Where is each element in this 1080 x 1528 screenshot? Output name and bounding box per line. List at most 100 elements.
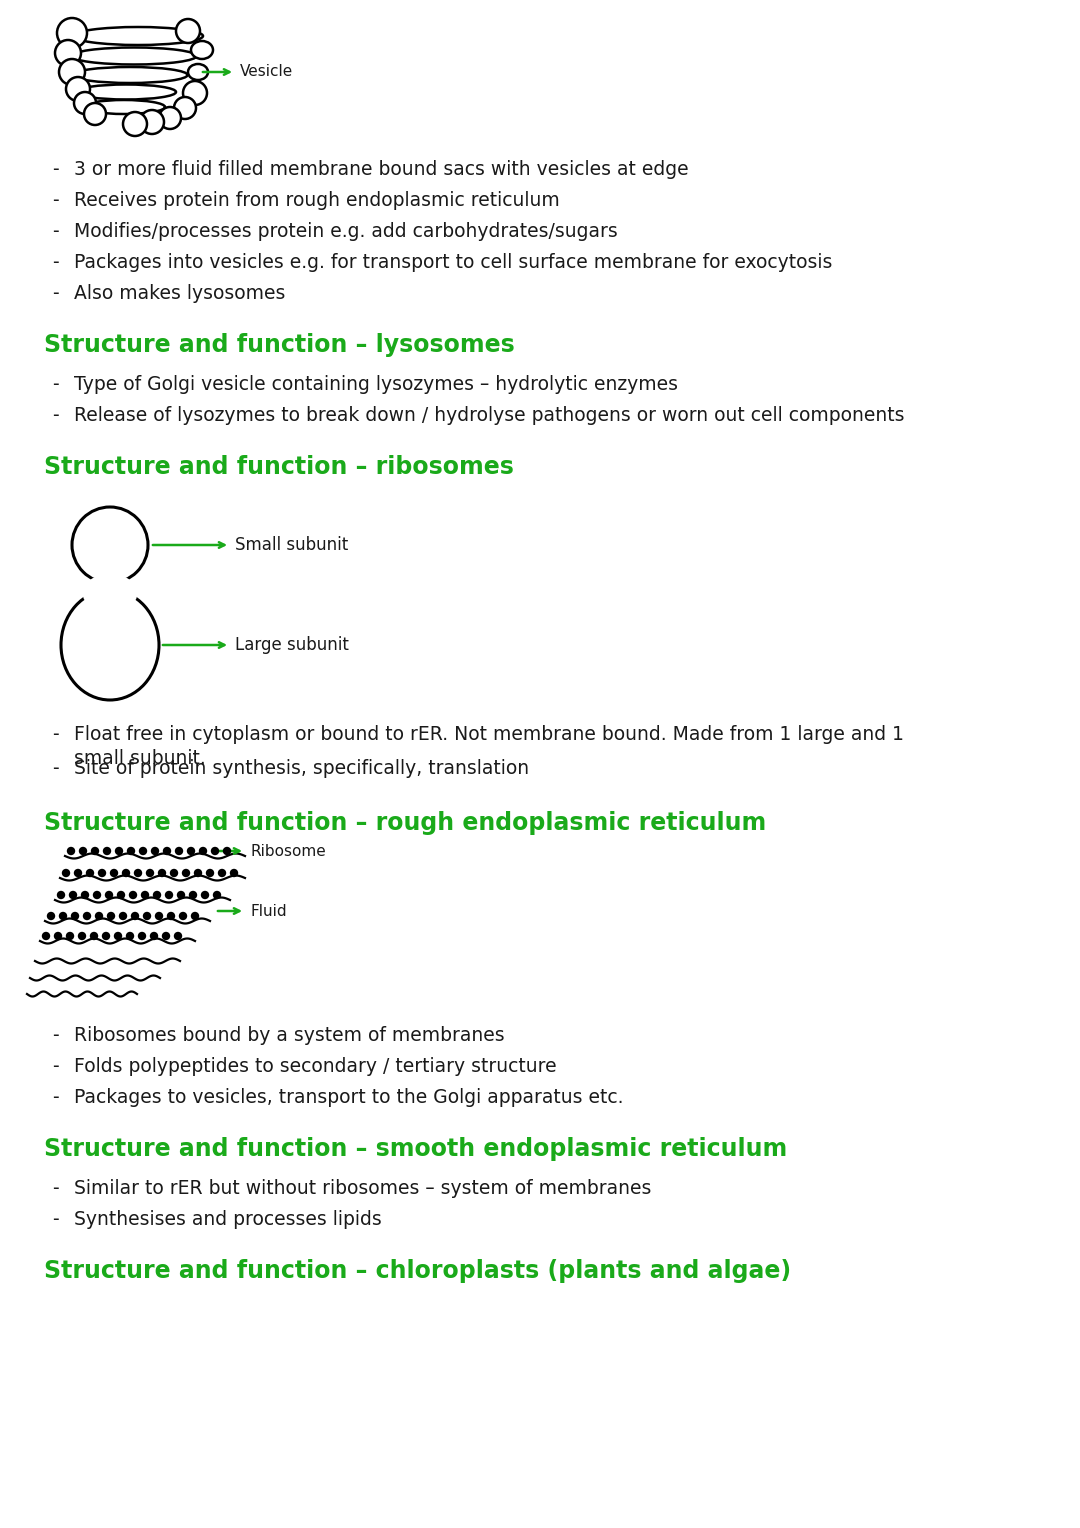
Text: Receives protein from rough endoplasmic reticulum: Receives protein from rough endoplasmic … [75,191,559,209]
Circle shape [206,869,214,877]
Circle shape [174,96,195,119]
Circle shape [48,912,54,920]
Circle shape [63,869,69,877]
Circle shape [188,848,194,854]
Text: Ribosomes bound by a system of membranes: Ribosomes bound by a system of membranes [75,1025,504,1045]
Circle shape [95,912,103,920]
Text: Release of lysozymes to break down / hydrolyse pathogens or worn out cell compon: Release of lysozymes to break down / hyd… [75,406,905,425]
Circle shape [103,932,109,940]
Text: -: - [52,254,58,272]
Text: Vesicle: Vesicle [240,64,294,79]
Text: 3 or more fluid filled membrane bound sacs with vesicles at edge: 3 or more fluid filled membrane bound sa… [75,160,689,179]
Circle shape [141,891,149,898]
Text: Also makes lysosomes: Also makes lysosomes [75,284,285,303]
Circle shape [72,507,148,584]
Circle shape [183,81,207,105]
Circle shape [135,869,141,877]
Ellipse shape [188,64,208,79]
Text: Fluid: Fluid [249,903,286,918]
Ellipse shape [73,28,203,44]
Circle shape [194,869,202,877]
Circle shape [67,848,75,854]
Circle shape [94,891,100,898]
Circle shape [132,912,138,920]
Text: Packages to vesicles, transport to the Golgi apparatus etc.: Packages to vesicles, transport to the G… [75,1088,623,1106]
Circle shape [110,869,118,877]
Text: -: - [52,724,58,744]
Circle shape [177,891,185,898]
Circle shape [147,869,153,877]
Circle shape [92,848,98,854]
Ellipse shape [82,575,137,613]
Text: Structure and function – rough endoplasmic reticulum: Structure and function – rough endoplasm… [44,811,766,834]
Text: -: - [52,160,58,179]
Ellipse shape [71,47,197,64]
Circle shape [80,848,86,854]
Text: Modifies/processes protein e.g. add carbohydrates/sugars: Modifies/processes protein e.g. add carb… [75,222,618,241]
Circle shape [202,891,208,898]
Circle shape [159,869,165,877]
Text: -: - [52,1057,58,1076]
Text: -: - [52,222,58,241]
Circle shape [171,869,177,877]
Ellipse shape [72,67,188,83]
Circle shape [218,869,226,877]
Circle shape [118,891,124,898]
Text: -: - [52,191,58,209]
Circle shape [163,848,171,854]
Circle shape [98,869,106,877]
Text: -: - [52,284,58,303]
Text: Structure and function – ribosomes: Structure and function – ribosomes [44,455,514,478]
Circle shape [86,869,94,877]
Text: Ribosome: Ribosome [249,843,326,859]
Text: -: - [52,374,58,394]
Circle shape [176,18,200,43]
Circle shape [179,912,187,920]
Circle shape [183,869,189,877]
Text: Float free in cytoplasm or bound to rER. Not membrane bound. Made from 1 large a: Float free in cytoplasm or bound to rER.… [75,724,904,767]
Circle shape [114,932,121,940]
Text: Folds polypeptides to secondary / tertiary structure: Folds polypeptides to secondary / tertia… [75,1057,556,1076]
Ellipse shape [191,41,213,60]
Text: Synthesises and processes lipids: Synthesises and processes lipids [75,1210,381,1229]
Text: -: - [52,1025,58,1045]
Circle shape [75,869,81,877]
Circle shape [189,891,197,898]
Circle shape [126,932,134,940]
Circle shape [138,932,146,940]
Circle shape [167,912,175,920]
Circle shape [106,891,112,898]
Circle shape [108,912,114,920]
Circle shape [127,848,135,854]
Circle shape [59,60,85,86]
Circle shape [54,932,62,940]
Circle shape [104,848,110,854]
Text: Similar to rER but without ribosomes – system of membranes: Similar to rER but without ribosomes – s… [75,1180,651,1198]
Circle shape [200,848,206,854]
Text: -: - [52,1088,58,1106]
Circle shape [212,848,218,854]
Circle shape [83,912,91,920]
Circle shape [139,848,147,854]
Text: Structure and function – smooth endoplasmic reticulum: Structure and function – smooth endoplas… [44,1137,787,1161]
Circle shape [175,848,183,854]
Circle shape [159,107,181,128]
Text: Packages into vesicles e.g. for transport to cell surface membrane for exocytosi: Packages into vesicles e.g. for transpor… [75,254,833,272]
Circle shape [130,891,136,898]
Circle shape [123,112,147,136]
Circle shape [57,18,87,47]
Circle shape [140,110,164,134]
Circle shape [151,848,159,854]
Circle shape [165,891,173,898]
Circle shape [230,869,238,877]
Circle shape [162,932,170,940]
Text: Site of protein synthesis, specifically, translation: Site of protein synthesis, specifically,… [75,759,529,778]
Text: -: - [52,1210,58,1229]
Circle shape [120,912,126,920]
Circle shape [71,912,79,920]
Circle shape [84,102,106,125]
Circle shape [75,92,96,115]
Circle shape [59,912,67,920]
Text: -: - [52,1180,58,1198]
Circle shape [42,932,50,940]
